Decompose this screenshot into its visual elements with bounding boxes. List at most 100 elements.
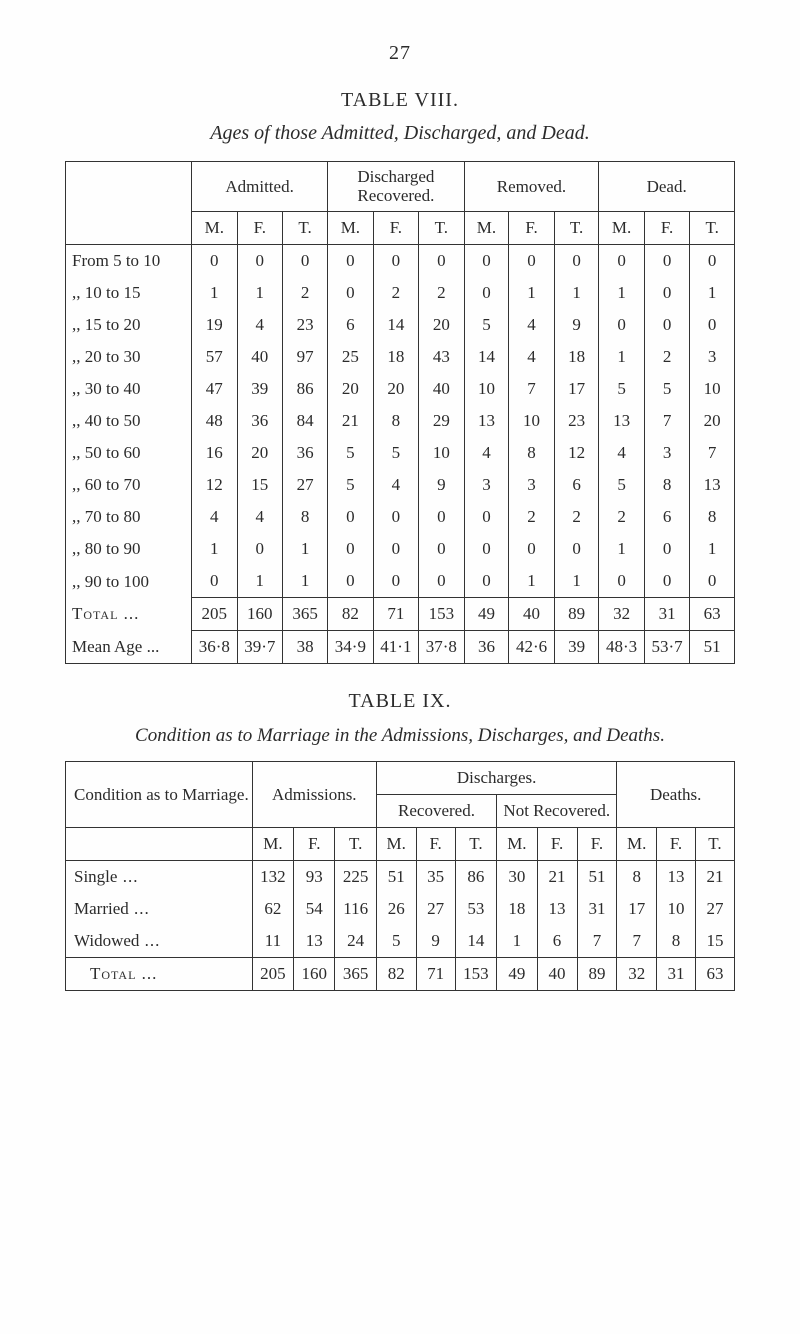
cell: 17 [617,893,657,925]
cell: 36 [283,437,328,469]
cell: 0 [644,309,689,341]
cell: 27 [695,893,734,925]
cell: 10 [419,437,464,469]
cell: 5 [376,925,416,958]
cell: 39·7 [237,631,282,664]
sub-m: M. [464,212,509,245]
cell: 4 [509,341,554,373]
row-label: ,, 50 to 60 [66,437,192,469]
cell: 2 [419,277,464,309]
sub-t: T. [554,212,599,245]
cell: 51 [690,631,735,664]
cell: 0 [644,277,689,309]
cell: 0 [419,565,464,598]
cell: 0 [509,245,554,278]
cell: 10 [464,373,509,405]
cell: 82 [328,598,373,631]
cell: 40 [509,598,554,631]
cell: 13 [464,405,509,437]
table8-mean-row: Mean Age ... 36·8 39·7 38 34·9 41·1 37·8… [66,631,735,664]
cell: 0 [644,533,689,565]
cell: 4 [509,309,554,341]
cell: 31 [657,958,696,991]
sub: T. [455,828,496,861]
cell: 5 [599,373,644,405]
table-row: Widowed11132459141677815 [66,925,735,958]
cell: 2 [644,341,689,373]
cell: 0 [373,245,418,278]
cell: 365 [283,598,328,631]
cell: 2 [554,501,599,533]
table-row: ,, 15 to 201942361420549000 [66,309,735,341]
cell: 62 [252,893,293,925]
cell: 20 [237,437,282,469]
cell: 1 [283,565,328,598]
row-label: ,, 10 to 15 [66,277,192,309]
cell: 15 [237,469,282,501]
row-label: ,, 60 to 70 [66,469,192,501]
sub: M. [252,828,293,861]
cell: 1 [554,277,599,309]
table-ix: Condition as to Marriage. Admissions. Di… [65,761,735,991]
cell: 84 [283,405,328,437]
cell: 49 [464,598,509,631]
cell: 13 [294,925,335,958]
t9-deaths: Deaths. [617,762,735,828]
cell: 24 [335,925,376,958]
cell: 1 [690,533,735,565]
table-row: ,, 20 to 3057409725184314418123 [66,341,735,373]
row-label: From 5 to 10 [66,245,192,278]
t9-admissions: Admissions. [252,762,376,828]
cell: 21 [328,405,373,437]
cell: 0 [599,565,644,598]
table-row: ,, 50 to 6016203655104812437 [66,437,735,469]
cell: 14 [455,925,496,958]
table8-label: TABLE VIII. [60,89,740,112]
cell: 39 [554,631,599,664]
page: 27 TABLE VIII. Ages of those Admitted, D… [0,0,800,1334]
cell: 1 [599,277,644,309]
t9-total-label: Total [66,958,253,991]
cell: 71 [416,958,455,991]
cell: 2 [373,277,418,309]
sub: F. [537,828,577,861]
cell: 116 [335,893,376,925]
table-row: From 5 to 10000000000000 [66,245,735,278]
cell: 365 [335,958,376,991]
table-row: ,, 40 to 504836842182913102313720 [66,405,735,437]
cell: 12 [554,437,599,469]
cell: 27 [416,893,455,925]
cell: 4 [599,437,644,469]
cell: 0 [690,245,735,278]
total-text: Total [90,964,157,983]
cell: 153 [455,958,496,991]
cell: 18 [497,893,537,925]
cell: 3 [644,437,689,469]
cell: 0 [328,565,373,598]
cell: 2 [509,501,554,533]
cell: 8 [690,501,735,533]
cell: 10 [657,893,696,925]
sub-t: T. [690,212,735,245]
cell: 18 [373,341,418,373]
cell: 153 [419,598,464,631]
t9-sub-header: M. F. T. M. F. T. M. F. F. M. F. T. [66,828,735,861]
cell: 0 [328,277,373,309]
table-row: ,, 80 to 90101000000101 [66,533,735,565]
cell: 49 [497,958,537,991]
cell: 2 [599,501,644,533]
hdr-discharged: Discharged Recovered. [328,162,464,212]
cell: 48·3 [599,631,644,664]
cell: 63 [690,598,735,631]
cell: 6 [537,925,577,958]
cell: 0 [690,565,735,598]
cell: 1 [599,341,644,373]
cell: 27 [283,469,328,501]
cell: 17 [554,373,599,405]
cell: 4 [237,501,282,533]
cell: 89 [554,598,599,631]
cell: 0 [644,245,689,278]
cell: 36·8 [192,631,237,664]
cell: 25 [328,341,373,373]
mean-label: Mean Age ... [66,631,192,664]
